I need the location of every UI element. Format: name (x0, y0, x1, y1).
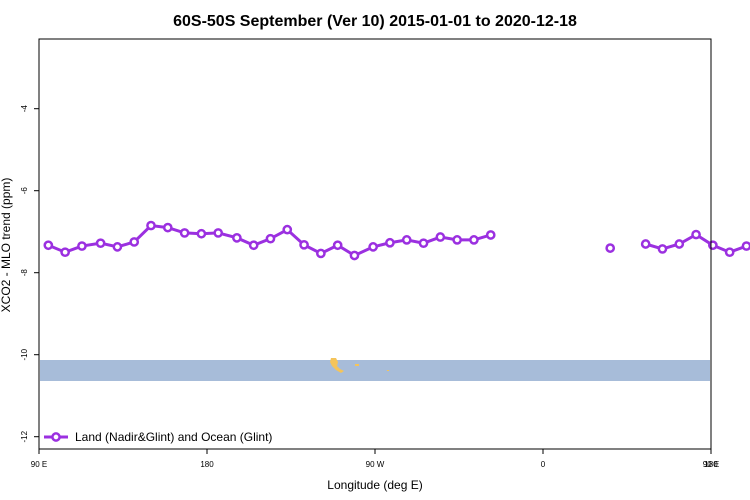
land-patch (387, 370, 389, 371)
chart-title: 60S-50S September (Ver 10) 2015-01-01 to… (173, 13, 577, 30)
data-point (282, 224, 293, 235)
data-point (95, 238, 106, 249)
x-axis-label: Longitude (deg E) (327, 478, 422, 492)
data-point (724, 247, 735, 258)
x-tick-label: 90 E (703, 460, 719, 469)
data-point (640, 239, 651, 249)
data-point (385, 237, 395, 248)
data-point (299, 239, 309, 250)
data-point (248, 240, 259, 251)
y-axis: -12 -10 -8 -6 -4 (20, 105, 39, 442)
y-tick-label: -12 (20, 430, 29, 442)
data-point (213, 228, 224, 238)
data-point (43, 240, 54, 251)
data-point (401, 235, 412, 245)
land-patch (330, 358, 344, 373)
data-point (112, 242, 123, 252)
legend-label: Land (Nadir&Glint) and Ocean (Glint) (75, 430, 272, 444)
data-point (418, 238, 429, 249)
data-point (435, 232, 446, 242)
data-point (605, 243, 616, 253)
data-point (485, 230, 496, 240)
x-tick-label: 90 W (366, 460, 385, 469)
data-point (232, 233, 242, 243)
data-point (77, 241, 87, 251)
land-patch (355, 364, 359, 366)
legend-marker (51, 432, 61, 442)
y-tick-label: -8 (20, 269, 29, 277)
y-axis-label: XCO2 - MLO trend (ppm) (0, 178, 13, 313)
data-point (708, 240, 718, 251)
map-band (40, 358, 710, 381)
y-tick-label: -10 (20, 348, 29, 360)
data-point (129, 237, 140, 247)
data-point (674, 239, 685, 249)
y-tick-label: -6 (20, 187, 29, 195)
data-point (469, 235, 479, 245)
x-tick-label: 180 (200, 460, 214, 469)
data-point (60, 247, 70, 258)
data-point (162, 222, 173, 233)
legend: Land (Nadir&Glint) and Ocean (Glint) (44, 430, 272, 444)
data-point (452, 235, 462, 245)
ocean-band (40, 360, 710, 381)
x-tick-label: 0 (541, 460, 546, 469)
y-tick-label: -4 (20, 105, 29, 113)
data-point (349, 250, 360, 261)
data-point (691, 229, 701, 240)
data-point (196, 228, 207, 239)
data-point (657, 244, 668, 254)
data-point (179, 228, 190, 238)
x-tick-label: 180 (704, 460, 718, 469)
data-point (265, 233, 276, 244)
series-layer (43, 220, 750, 261)
data-point (146, 220, 156, 231)
data-point (741, 241, 750, 251)
x-tick-label: 90 E (31, 460, 47, 469)
data-point (332, 240, 343, 251)
data-point (368, 242, 378, 252)
data-point (316, 248, 326, 259)
